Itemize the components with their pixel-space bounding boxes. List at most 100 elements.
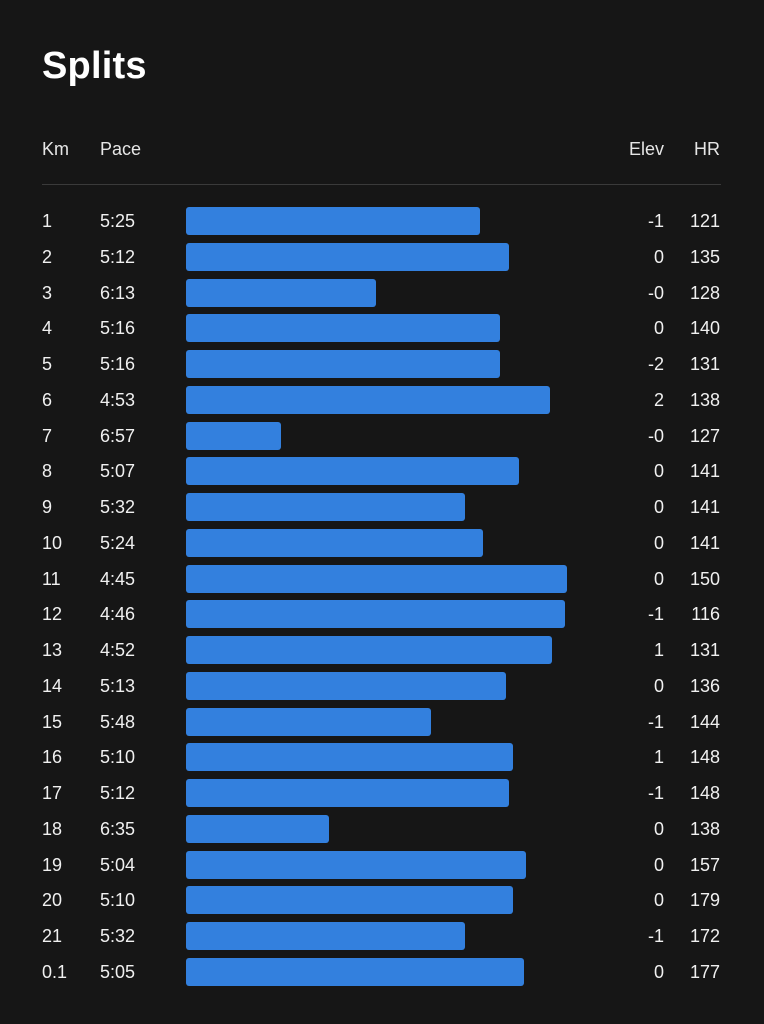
page-title: Splits — [42, 45, 147, 87]
splits-header-row: Km Pace Elev HR — [0, 134, 764, 164]
split-elev: -1 — [647, 926, 664, 946]
split-pace-bar — [186, 457, 519, 486]
split-elev: 0 — [653, 532, 664, 553]
split-km: 0.1 — [42, 961, 68, 982]
split-pace-bar — [186, 493, 465, 521]
split-pace-bar — [186, 314, 500, 343]
split-row: 10 5:24 0 141 — [0, 525, 764, 561]
split-row: 7 6:57 -0 127 — [0, 418, 764, 454]
split-pace: 6:13 — [100, 282, 136, 303]
split-pace: 5:32 — [100, 497, 136, 517]
split-pace: 5:10 — [100, 747, 136, 768]
split-row: 0.1 5:05 0 177 — [0, 954, 764, 990]
split-km: 3 — [42, 282, 53, 303]
split-pace: 5:04 — [100, 854, 136, 875]
split-row: 1 5:25 -1 121 — [0, 203, 764, 239]
split-elev: 0 — [653, 568, 664, 589]
split-row: 8 5:07 0 141 — [0, 453, 764, 489]
split-elev: 2 — [653, 389, 664, 410]
split-km: 9 — [42, 497, 53, 517]
split-pace: 6:57 — [100, 425, 136, 446]
split-pace-bar — [186, 242, 509, 271]
split-km: 15 — [42, 711, 63, 732]
split-hr: 116 — [691, 604, 720, 625]
split-km: 14 — [42, 675, 63, 696]
split-hr: 131 — [689, 640, 720, 660]
split-pace-bar — [186, 600, 565, 629]
split-hr: 177 — [689, 961, 720, 982]
split-pace-bar — [186, 528, 483, 557]
split-pace: 5:12 — [100, 783, 136, 803]
split-row: 11 4:45 0 150 — [0, 561, 764, 597]
split-km: 17 — [42, 783, 63, 803]
split-row: 14 5:13 0 136 — [0, 668, 764, 704]
split-row: 16 5:10 1 148 — [0, 739, 764, 775]
split-elev: 0 — [653, 854, 664, 875]
split-pace: 5:16 — [100, 318, 136, 339]
split-hr: 148 — [689, 783, 720, 803]
split-hr: 141 — [689, 532, 720, 553]
split-row: 20 5:10 0 179 — [0, 882, 764, 918]
split-pace-bar — [186, 957, 524, 986]
split-hr: 141 — [689, 461, 720, 482]
split-elev: 0 — [653, 497, 664, 517]
split-km: 2 — [42, 246, 53, 267]
split-hr: 138 — [689, 389, 720, 410]
split-km: 20 — [42, 890, 63, 911]
split-hr: 148 — [689, 747, 720, 768]
split-row: 2 5:12 0 135 — [0, 239, 764, 275]
split-pace-bar — [186, 671, 506, 700]
split-row: 19 5:04 0 157 — [0, 847, 764, 883]
split-hr: 172 — [689, 926, 720, 946]
split-hr: 135 — [689, 246, 720, 267]
split-pace-bar — [186, 421, 281, 450]
split-elev: 0 — [653, 461, 664, 482]
split-km: 6 — [42, 389, 53, 410]
split-elev: 0 — [653, 818, 664, 839]
split-pace-bar — [186, 385, 550, 414]
split-row: 13 4:52 1 131 — [0, 632, 764, 668]
split-pace: 5:16 — [100, 354, 136, 374]
split-pace-bar — [186, 886, 513, 915]
split-pace-bar — [186, 564, 567, 593]
split-elev: 0 — [653, 890, 664, 911]
split-hr: 127 — [689, 425, 720, 446]
split-row: 5 5:16 -2 131 — [0, 346, 764, 382]
splits-list: 1 5:25 -1 121 2 5:12 0 135 3 6:13 -0 128 4 5:16 0 140 5 5… — [0, 203, 764, 990]
split-elev: 0 — [653, 675, 664, 696]
split-row: 18 6:35 0 138 — [0, 811, 764, 847]
split-pace-bar — [186, 278, 376, 307]
split-row: 15 5:48 -1 144 — [0, 704, 764, 740]
header-divider — [42, 184, 721, 185]
split-row: 17 5:12 -1 148 — [0, 775, 764, 811]
column-header-elev: Elev — [628, 139, 664, 159]
split-elev: -0 — [647, 282, 664, 303]
split-elev: 1 — [653, 747, 664, 768]
split-elev: 0 — [653, 318, 664, 339]
split-hr: 138 — [689, 818, 720, 839]
column-header-pace: Pace — [100, 139, 142, 159]
split-pace: 5:10 — [100, 890, 136, 911]
split-pace: 5:07 — [100, 461, 136, 482]
split-hr: 150 — [689, 568, 720, 589]
split-elev: -1 — [647, 783, 664, 803]
split-hr: 131 — [689, 354, 720, 374]
split-km: 18 — [42, 818, 63, 839]
split-km: 13 — [42, 640, 63, 660]
split-pace-bar — [186, 814, 329, 843]
split-elev: -2 — [647, 354, 664, 374]
split-elev: 0 — [653, 246, 664, 267]
split-pace: 5:48 — [100, 711, 136, 732]
split-km: 19 — [42, 854, 63, 875]
column-header-hr: HR — [694, 139, 720, 159]
split-row: 4 5:16 0 140 — [0, 310, 764, 346]
split-hr: 144 — [689, 711, 720, 732]
split-pace: 6:35 — [100, 818, 136, 839]
split-row: 9 5:32 0 141 — [0, 489, 764, 525]
split-km: 5 — [42, 354, 53, 374]
split-elev: -1 — [647, 711, 664, 732]
split-km: 7 — [42, 425, 53, 446]
split-row: 3 6:13 -0 128 — [0, 275, 764, 311]
split-row: 6 4:53 2 138 — [0, 382, 764, 418]
split-hr: 157 — [689, 854, 720, 875]
